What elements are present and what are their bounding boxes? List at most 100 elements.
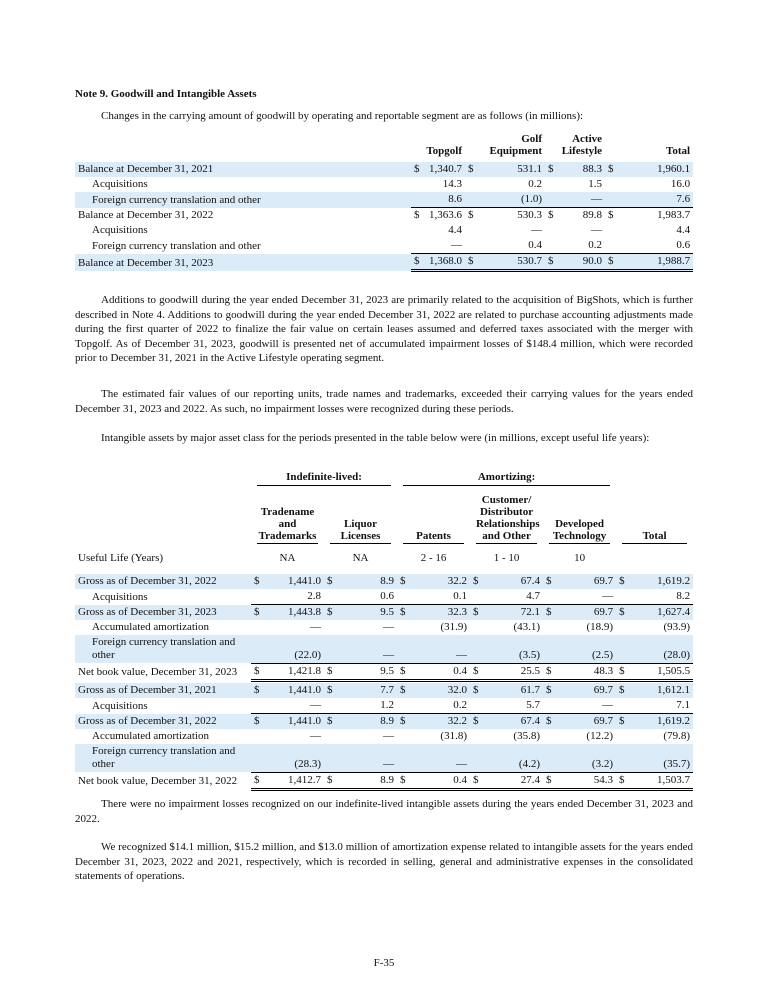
note-title: Note 9. Goodwill and Intangible Assets [75, 88, 257, 100]
table-row: Acquisitions 2.8 0.6 0.1 4.7 — 8.2 [75, 589, 693, 605]
currency-cell: $ [251, 574, 265, 589]
row-label: Foreign currency translation and other [92, 239, 261, 252]
currency-cell [465, 223, 485, 238]
value-cell: 0.4 [528, 239, 543, 251]
value-cell: 32.2 [411, 713, 470, 729]
row-label: Balance at December 31, 2022 [78, 209, 214, 221]
table-row: Gross as of December 31, 2022 $1,441.0 $8.… [75, 713, 693, 729]
currency-cell [397, 589, 411, 605]
value-cell: — [310, 621, 321, 633]
group-header: Amortizing: [397, 470, 616, 487]
value-cell: — [531, 224, 543, 236]
value-cell: — [310, 699, 321, 711]
paragraph: Changes in the carrying amount of goodwi… [75, 109, 693, 124]
header-line: and [278, 518, 297, 530]
currency-cell [324, 729, 338, 744]
column-header: Tradename and Trademarks [251, 493, 324, 545]
column-header: Active Lifestyle [545, 132, 605, 158]
currency-cell: $ [470, 604, 485, 620]
value-cell: 0.4 [411, 662, 471, 682]
useful-life-row: Useful Life (Years) NA NA 2 - 16 1 - 10 10 [75, 551, 693, 566]
currency-cell: $ [470, 662, 485, 682]
value-cell: 531.1 [485, 162, 546, 177]
currency-symbol: $ [619, 684, 625, 696]
value-cell: — [591, 224, 603, 236]
currency-cell [251, 589, 265, 605]
intangibles-table: Gross as of December 31, 2021 $1,441.0 $7.… [75, 683, 693, 791]
paragraph: There were no impairment losses recogniz… [75, 797, 693, 826]
value-cell: 32.2 [411, 574, 471, 589]
currency-symbol: $ [473, 684, 479, 696]
currency-cell: $ [324, 771, 338, 791]
table-row: Gross as of December 31, 2021 $1,441.0 $7.… [75, 683, 693, 698]
currency-cell: $ [251, 604, 265, 620]
currency-symbol: $ [254, 715, 260, 727]
blank-cell [616, 470, 693, 487]
currency-cell [470, 620, 484, 635]
value-cell: 7.6 [625, 192, 694, 208]
currency-symbol: $ [327, 773, 333, 786]
currency-cell: $ [251, 683, 265, 698]
header-line: Active [572, 133, 603, 145]
currency-cell: $ [324, 713, 338, 729]
currency-symbol: $ [619, 773, 625, 786]
table-row: Accumulated amortization — — (31.8) (35.8) (1… [75, 729, 693, 744]
currency-cell: $ [543, 683, 557, 698]
currency-cell [470, 698, 484, 714]
header-line: Licenses [340, 530, 381, 542]
value-cell: 1,505.5 [630, 662, 694, 682]
value-cell: 0.6 [380, 590, 395, 602]
currency-symbol: $ [400, 715, 406, 727]
table-row: Accumulated amortization — — (31.9) (43.1) (1… [75, 620, 693, 635]
currency-cell: $ [616, 574, 631, 589]
value-cell: (3.2) [557, 744, 616, 772]
value-cell: 1,363.6 [427, 207, 466, 223]
value-cell: — [602, 590, 614, 602]
currency-cell [465, 192, 486, 208]
header-line: Equipment [489, 145, 543, 157]
row-label: Acquisitions [92, 590, 148, 603]
currency-symbol: $ [468, 255, 474, 267]
row-label: Acquisitions [92, 178, 148, 190]
currency-cell: $ [545, 207, 566, 223]
value-cell: — [338, 744, 397, 772]
table: Indefinite-lived: Amortizing: Tradename and… [75, 470, 694, 682]
value-cell: 69.7 [557, 574, 617, 589]
value-cell: 8.9 [338, 713, 397, 729]
currency-symbol: $ [468, 209, 474, 221]
currency-cell: $ [543, 713, 557, 729]
value-cell: 0.2 [588, 239, 603, 251]
value-cell: — [383, 730, 394, 742]
group-header-text: Indefinite-lived: [257, 471, 392, 486]
group-header: Indefinite-lived: [251, 470, 397, 487]
currency-cell [397, 744, 411, 772]
paragraph-text: Intangible assets by major asset class f… [101, 432, 650, 444]
value-cell: (35.7) [630, 744, 693, 772]
value-cell: 1.5 [588, 178, 603, 190]
currency-symbol: $ [414, 209, 420, 221]
value-cell: 1,619.2 [630, 713, 693, 729]
table-row: Foreign currency translation and other 8.… [75, 192, 694, 208]
currency-cell [465, 177, 485, 192]
currency-symbol: $ [546, 773, 552, 786]
value-cell: 14.3 [442, 178, 463, 190]
currency-cell [616, 635, 631, 663]
value-cell: (18.9) [586, 621, 614, 633]
header-line: Tradename [260, 506, 315, 518]
currency-cell: $ [411, 253, 427, 272]
value-cell: 8.2 [676, 590, 691, 602]
currency-cell [397, 635, 412, 663]
currency-cell [251, 620, 265, 635]
currency-cell: $ [470, 771, 484, 791]
header-line: Trademarks [258, 530, 317, 542]
value-cell: 1,988.7 [625, 253, 694, 272]
currency-symbol: $ [546, 664, 552, 677]
currency-symbol: $ [400, 606, 406, 618]
value-cell: 1,412.7 [265, 771, 324, 791]
value-cell: 8.9 [338, 771, 397, 791]
currency-cell: $ [251, 771, 265, 791]
paragraph-text: Additions to goodwill during the year en… [75, 294, 693, 364]
paragraph-text: The estimated fair values of our reporti… [75, 388, 693, 415]
currency-symbol: $ [400, 684, 406, 696]
